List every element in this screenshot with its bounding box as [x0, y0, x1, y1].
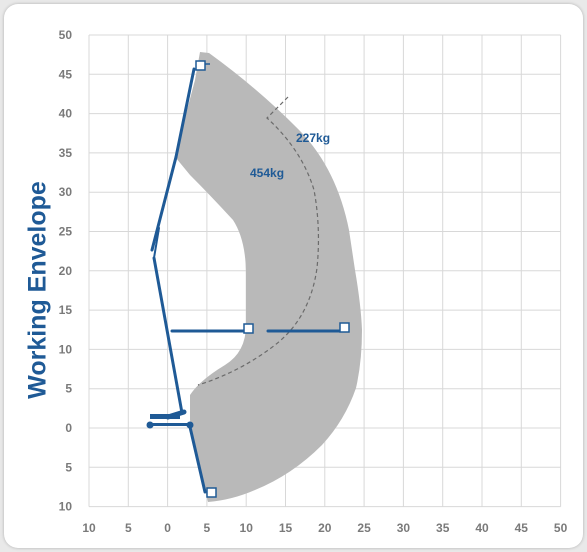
working-envelope-area	[176, 52, 362, 502]
x-tick-label: 0	[164, 521, 171, 535]
x-tick-label: 45	[515, 521, 529, 535]
x-tick-label: 10	[82, 521, 96, 535]
y-tick-label: 50	[59, 28, 73, 42]
y-tick-label: 10	[59, 342, 73, 356]
x-tick-label: 25	[357, 521, 371, 535]
x-tick-label: 5	[204, 521, 211, 535]
capacity-label-227kg: 227kg	[296, 131, 330, 145]
y-tick-label: 15	[59, 303, 73, 317]
x-tick-label: 35	[436, 521, 450, 535]
y-tick-label: 45	[59, 67, 73, 81]
y-tick-label: 35	[59, 146, 73, 160]
y-tick-label: 0	[65, 421, 72, 435]
x-tick-label: 50	[554, 521, 568, 535]
y-tick-label: 10	[59, 500, 73, 514]
x-tick-label: 15	[279, 521, 293, 535]
y-tick-label: 5	[65, 460, 72, 474]
x-tick-label: 40	[475, 521, 489, 535]
y-tick-label: 20	[59, 264, 73, 278]
x-tick-label: 10	[240, 521, 254, 535]
x-tick-label: 5	[125, 521, 132, 535]
y-tick-label: 25	[59, 225, 73, 239]
basket-mid-icon	[244, 324, 253, 333]
x-tick-label: 30	[397, 521, 411, 535]
vehicle-base-icon	[147, 414, 194, 429]
x-axis-ticks: 10 5 0 5 10 15 20 25 30 35 40 45 50	[82, 521, 567, 535]
capacity-label-454kg: 454kg	[250, 166, 284, 180]
y-tick-label: 40	[59, 107, 73, 121]
basket-far-icon	[340, 323, 349, 332]
x-tick-label: 20	[318, 521, 332, 535]
basket-bottom-icon	[207, 488, 216, 497]
y-tick-label: 30	[59, 185, 73, 199]
y-tick-label: 5	[65, 382, 72, 396]
